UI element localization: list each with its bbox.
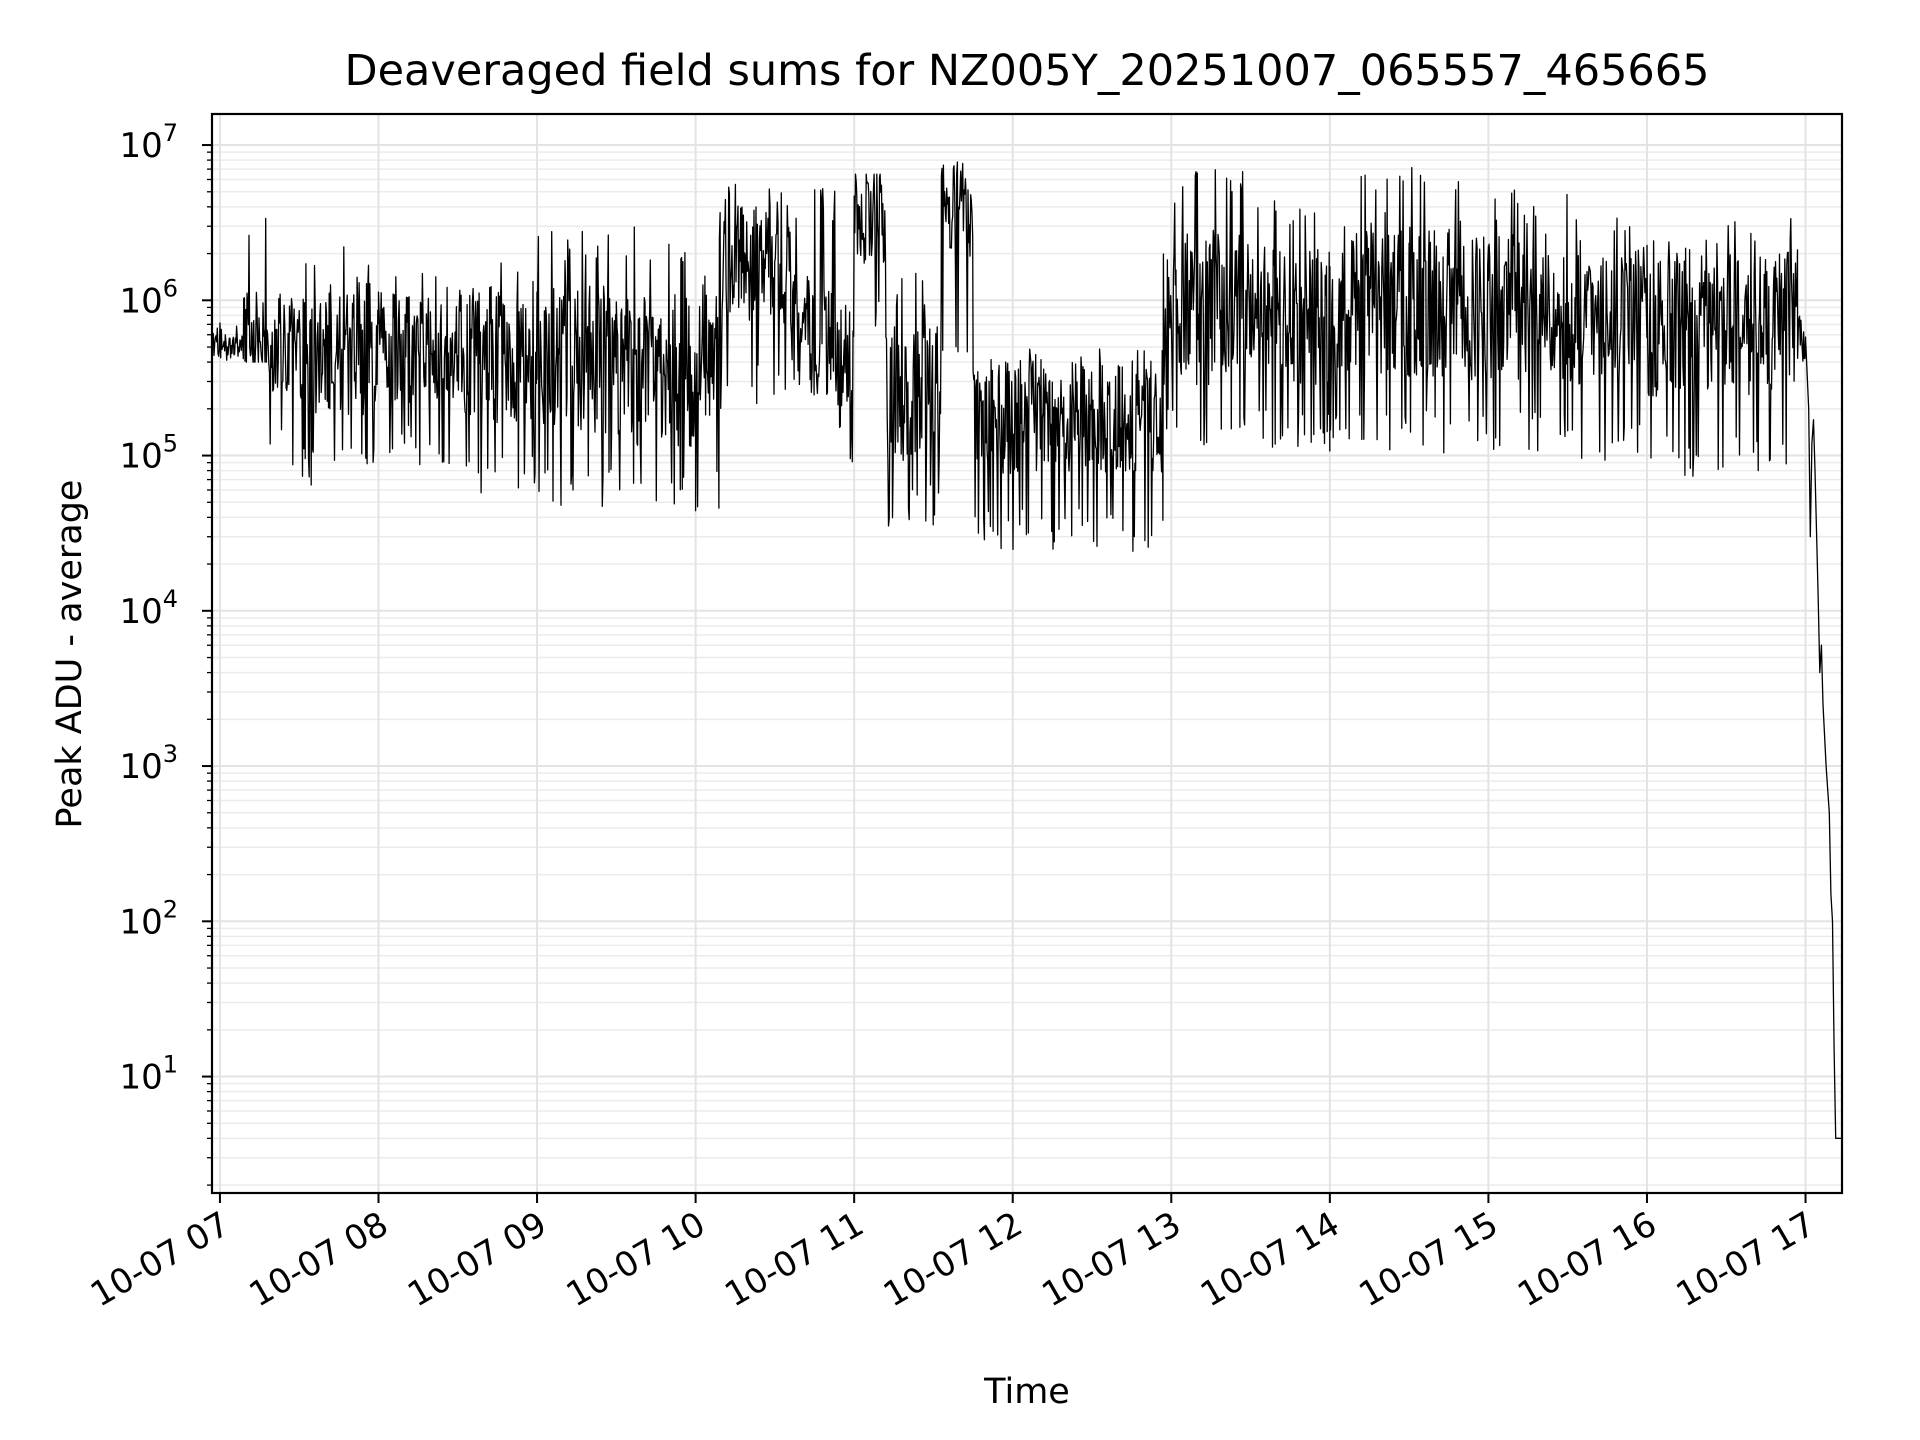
chart-title: Deaveraged field sums for NZ005Y_2025100… xyxy=(344,46,1709,96)
y-tick-label: 103 xyxy=(119,740,178,787)
series-line xyxy=(211,161,1842,1139)
y-tick-label: 106 xyxy=(119,274,178,321)
y-axis-label: Peak ADU - average xyxy=(50,480,90,829)
grid xyxy=(212,114,1842,1193)
y-tick-label: 105 xyxy=(119,430,178,477)
x-axis-label: Time xyxy=(983,1372,1070,1412)
plot-frame xyxy=(210,112,1844,1195)
y-tick-label: 102 xyxy=(119,895,178,942)
y-tick-label: 104 xyxy=(119,585,178,632)
y-tick-label: 107 xyxy=(119,119,178,166)
y-tick-label: 101 xyxy=(119,1051,178,1098)
data-layer xyxy=(211,161,1842,1139)
